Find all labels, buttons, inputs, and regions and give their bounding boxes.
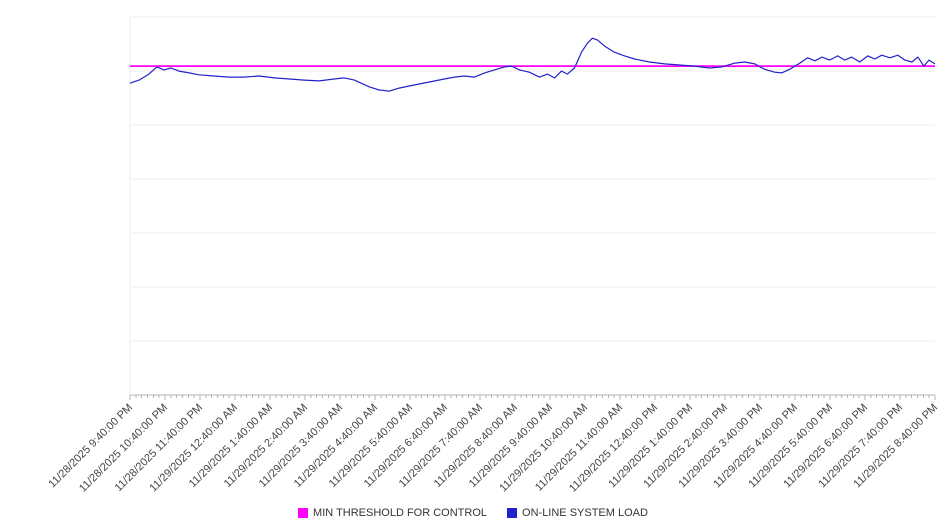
system-load-legend-swatch bbox=[507, 508, 518, 518]
chart-legend: MIN THRESHOLD FOR CONTROL ON-LINE SYSTEM… bbox=[0, 507, 946, 519]
threshold-legend-swatch bbox=[298, 508, 309, 518]
online-system-load-line bbox=[129, 37, 936, 92]
system-load-legend-label: ON-LINE SYSTEM LOAD bbox=[522, 507, 648, 519]
threshold-legend-label: MIN THRESHOLD FOR CONTROL bbox=[313, 507, 488, 519]
legend-item-system-load[interactable]: ON-LINE SYSTEM LOAD bbox=[507, 507, 648, 519]
legend-item-threshold[interactable]: MIN THRESHOLD FOR CONTROL bbox=[298, 507, 487, 519]
